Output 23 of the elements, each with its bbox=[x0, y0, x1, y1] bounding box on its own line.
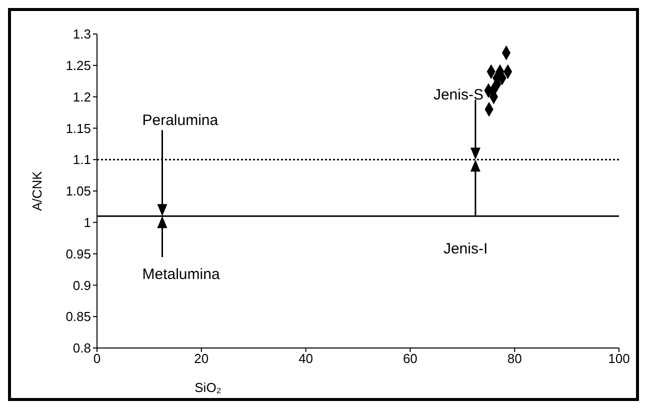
y-axis-title: A/CNK bbox=[30, 170, 45, 211]
y-tick-label: 1.25 bbox=[66, 58, 91, 74]
annotation: Metalumina bbox=[142, 266, 220, 284]
y-tick-label: 1.05 bbox=[66, 184, 91, 199]
annotation: Peralumina bbox=[142, 112, 219, 130]
x-tick-label: 100 bbox=[608, 351, 630, 366]
annotation: Jenis-I bbox=[443, 240, 488, 258]
x-tick-label: 20 bbox=[194, 351, 209, 366]
x-tick-label: 80 bbox=[507, 351, 522, 366]
y-tick-label: 1.2 bbox=[72, 89, 91, 104]
y-tick-label: 0.85 bbox=[66, 309, 91, 324]
x-axis-title: SiO₂ bbox=[194, 380, 222, 395]
y-tick-label: 0.8 bbox=[72, 340, 91, 356]
y-tick-label: 1 bbox=[84, 215, 91, 230]
annotation: Jenis-S bbox=[433, 86, 484, 104]
x-tick-label: 0 bbox=[93, 351, 101, 366]
x-tick-label: 40 bbox=[298, 351, 314, 366]
x-tick-label: 60 bbox=[402, 351, 418, 366]
y-tick-label: 1.3 bbox=[72, 26, 91, 42]
y-tick-label: 1.1 bbox=[72, 152, 91, 168]
y-tick-label: 1.15 bbox=[66, 120, 91, 136]
y-tick-label: 0.95 bbox=[66, 246, 91, 262]
y-tick-label: 0.9 bbox=[72, 278, 91, 293]
